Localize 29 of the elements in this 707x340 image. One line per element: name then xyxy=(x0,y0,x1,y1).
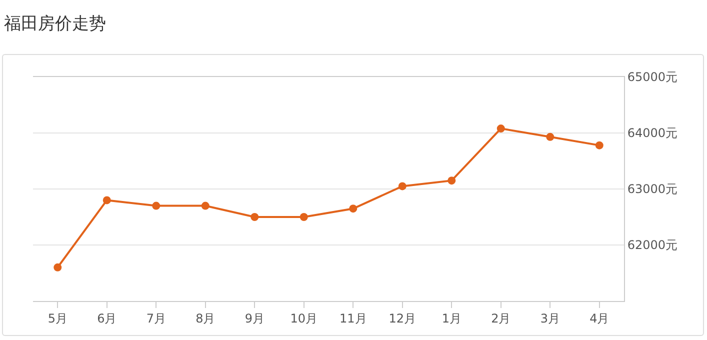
x-tick-label: 7月 xyxy=(146,311,166,326)
point xyxy=(349,204,358,213)
y-tick-label: 62000元 xyxy=(627,238,678,252)
x-tick-label: 4月 xyxy=(590,311,610,326)
point xyxy=(398,182,406,190)
point xyxy=(496,124,505,133)
point xyxy=(201,202,210,210)
point xyxy=(595,141,604,150)
point xyxy=(448,176,456,185)
x-tick-label: 12月 xyxy=(388,311,416,326)
x-tick-label: 10月 xyxy=(290,311,318,326)
y-tick-label: 63000元 xyxy=(627,182,678,196)
x-tick-label: 9月 xyxy=(244,311,264,326)
point xyxy=(300,213,308,221)
x-tick-label: 11月 xyxy=(339,311,367,326)
x-tick-label: 5月 xyxy=(48,311,68,326)
x-tick-label: 2月 xyxy=(491,311,511,326)
x-tick-label: 6月 xyxy=(97,311,117,326)
y-tick-label: 64000元 xyxy=(627,126,678,140)
y-tick-label: 65000元 xyxy=(627,70,678,84)
x-tick-label: 1月 xyxy=(442,311,462,326)
x-tick-label: 3月 xyxy=(540,311,560,326)
point xyxy=(102,196,111,204)
point xyxy=(152,202,160,210)
point xyxy=(250,213,259,221)
point xyxy=(54,263,62,272)
chart-title: 福田房价走势 xyxy=(4,13,106,35)
x-tick-label: 8月 xyxy=(196,311,216,326)
point xyxy=(546,132,554,141)
